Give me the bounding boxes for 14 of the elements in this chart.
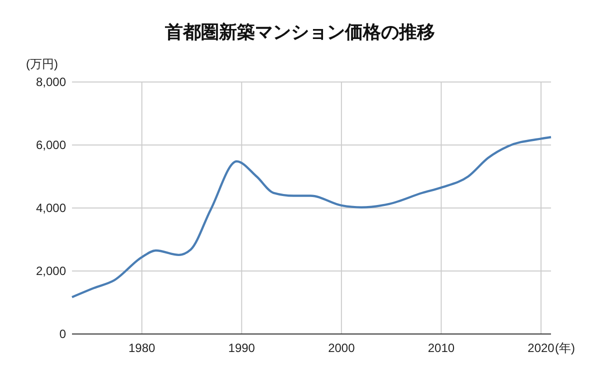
- x-tick-label: 2000: [328, 341, 356, 355]
- x-tick-label: 2020: [528, 341, 555, 355]
- line-series: [70, 136, 552, 298]
- x-tick-label: 2010: [428, 341, 455, 355]
- y-tick-label: 2,000: [36, 264, 66, 278]
- chart-title: 首都圏新築マンション価格の推移: [164, 22, 435, 42]
- y-axis-title: (万円): [26, 57, 58, 71]
- y-tick-label: 6,000: [36, 138, 66, 152]
- x-axis-title: (年): [555, 341, 575, 355]
- y-tick-label: 8,000: [36, 75, 66, 90]
- y-tick-label: 0: [59, 327, 66, 342]
- y-tick-label: 4,000: [36, 201, 66, 216]
- x-tick-label: 1990: [228, 341, 256, 355]
- x-tick-label: 1980: [128, 341, 156, 355]
